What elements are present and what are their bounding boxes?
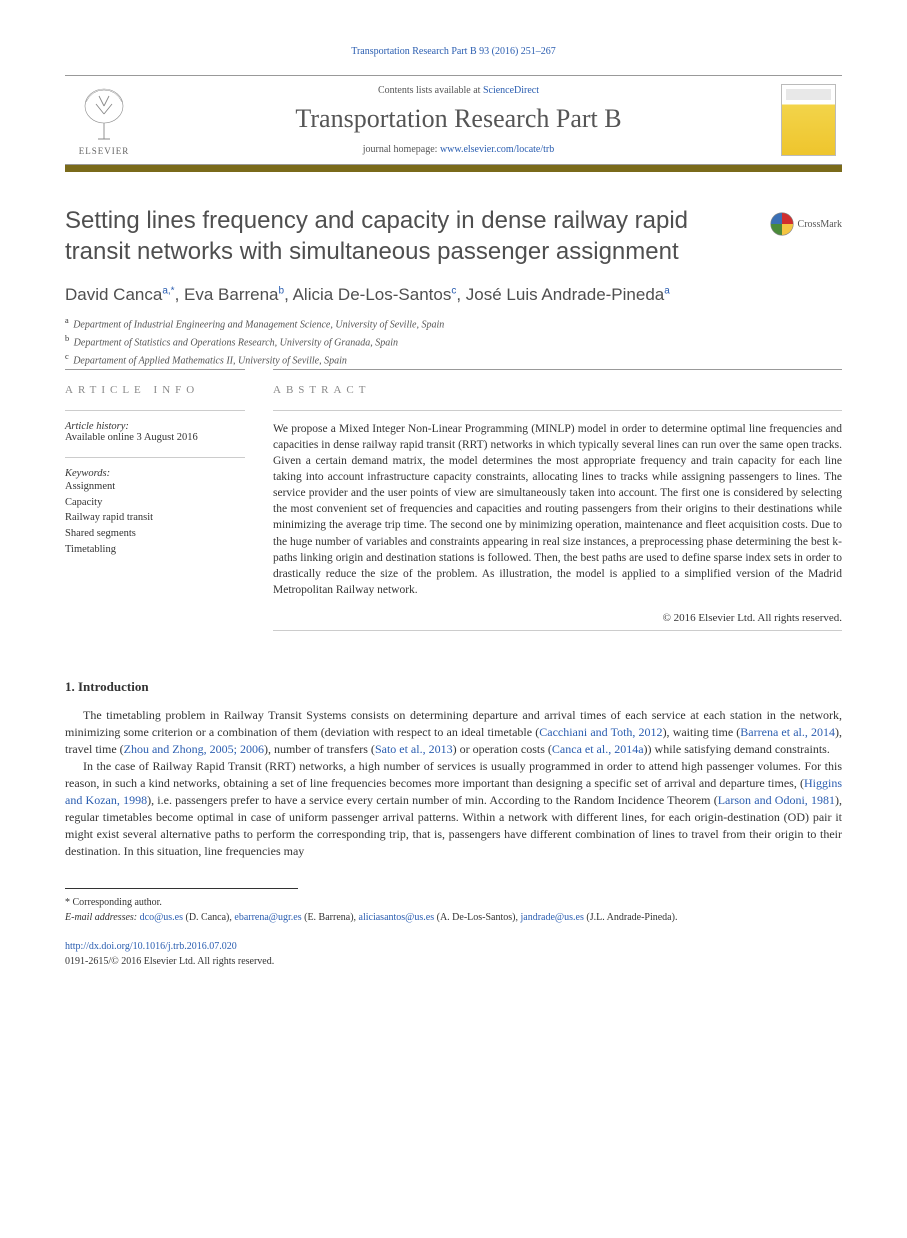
author-email[interactable]: ebarrena@ugr.es: [234, 912, 301, 923]
running-citation: Transportation Research Part B 93 (2016)…: [65, 46, 842, 57]
author-email[interactable]: jandrade@us.es: [521, 912, 584, 923]
citation-link[interactable]: Larson and Odoni, 1981: [718, 793, 835, 807]
issn-copyright-line: 0191-2615/© 2016 Elsevier Ltd. All right…: [65, 954, 842, 969]
crossmark-label: CrossMark: [798, 219, 842, 230]
corresponding-author-note: * Corresponding author.: [65, 895, 842, 910]
elsevier-tree-icon: [74, 84, 134, 144]
authors-line: David Cancaa,*, Eva Barrenab, Alicia De-…: [65, 285, 842, 305]
keyword-item: Shared segments: [65, 526, 245, 542]
intro-paragraph-1: The timetabling problem in Railway Trans…: [65, 707, 842, 758]
journal-name: Transportation Research Part B: [143, 104, 774, 134]
masthead: ELSEVIER Contents lists available at Sci…: [65, 75, 842, 165]
abstract-rule: [273, 410, 842, 411]
keyword-item: Timetabling: [65, 542, 245, 558]
sciencedirect-link[interactable]: ScienceDirect: [483, 85, 539, 96]
article-history-label: Article history:: [65, 421, 245, 432]
citation-link[interactable]: Cacchiani and Toth, 2012: [539, 725, 662, 739]
article-title: Setting lines frequency and capacity in …: [65, 206, 752, 267]
publisher-logo-block: ELSEVIER: [65, 84, 143, 156]
keywords-list: AssignmentCapacityRailway rapid transitS…: [65, 479, 245, 558]
abstract-copyright: © 2016 Elsevier Ltd. All rights reserved…: [273, 612, 842, 624]
abstract-text: We propose a Mixed Integer Non-Linear Pr…: [273, 421, 842, 598]
section-1-heading: 1. Introduction: [65, 679, 842, 695]
citation-link[interactable]: Barrena et al., 2014: [740, 725, 835, 739]
contents-prefix: Contents lists available at: [378, 85, 483, 96]
email-addresses-line: E-mail addresses: dco@us.es (D. Canca), …: [65, 910, 842, 925]
article-history-value: Available online 3 August 2016: [65, 432, 245, 443]
citation-link[interactable]: Canca et al., 2014a: [552, 742, 644, 756]
journal-cover-thumbnail: [781, 84, 836, 156]
footnote-rule: [65, 888, 298, 895]
doi-block: http://dx.doi.org/10.1016/j.trb.2016.07.…: [65, 939, 842, 969]
contents-available-line: Contents lists available at ScienceDirec…: [143, 85, 774, 96]
footnotes-block: * Corresponding author. E-mail addresses…: [65, 895, 842, 925]
keyword-item: Assignment: [65, 479, 245, 495]
doi-url[interactable]: http://dx.doi.org/10.1016/j.trb.2016.07.…: [65, 939, 842, 954]
author-email[interactable]: aliciasantos@us.es: [359, 912, 435, 923]
keywords-label: Keywords:: [65, 468, 245, 479]
publisher-name: ELSEVIER: [79, 146, 130, 156]
citation-link[interactable]: Sato et al., 2013: [375, 742, 453, 756]
keyword-item: Railway rapid transit: [65, 510, 245, 526]
affiliations-block: a Department of Industrial Engineering a…: [65, 315, 842, 368]
keywords-rule: [65, 457, 245, 458]
crossmark-badge[interactable]: CrossMark: [770, 212, 842, 236]
journal-homepage-line: journal homepage: www.elsevier.com/locat…: [143, 144, 774, 155]
keyword-item: Capacity: [65, 495, 245, 511]
article-info-heading: ARTICLE INFO: [65, 384, 245, 396]
brand-gold-bar: [65, 165, 842, 172]
homepage-prefix: journal homepage:: [363, 144, 440, 155]
abstract-heading: ABSTRACT: [273, 384, 842, 396]
crossmark-icon: [770, 212, 794, 236]
citation-link[interactable]: Zhou and Zhong, 2005; 2006: [124, 742, 264, 756]
author-email[interactable]: dco@us.es: [140, 912, 183, 923]
journal-homepage-url[interactable]: www.elsevier.com/locate/trb: [440, 144, 554, 155]
abstract-bottom-rule: [273, 630, 842, 631]
intro-paragraph-2: In the case of Railway Rapid Transit (RR…: [65, 758, 842, 860]
info-rule: [65, 410, 245, 411]
